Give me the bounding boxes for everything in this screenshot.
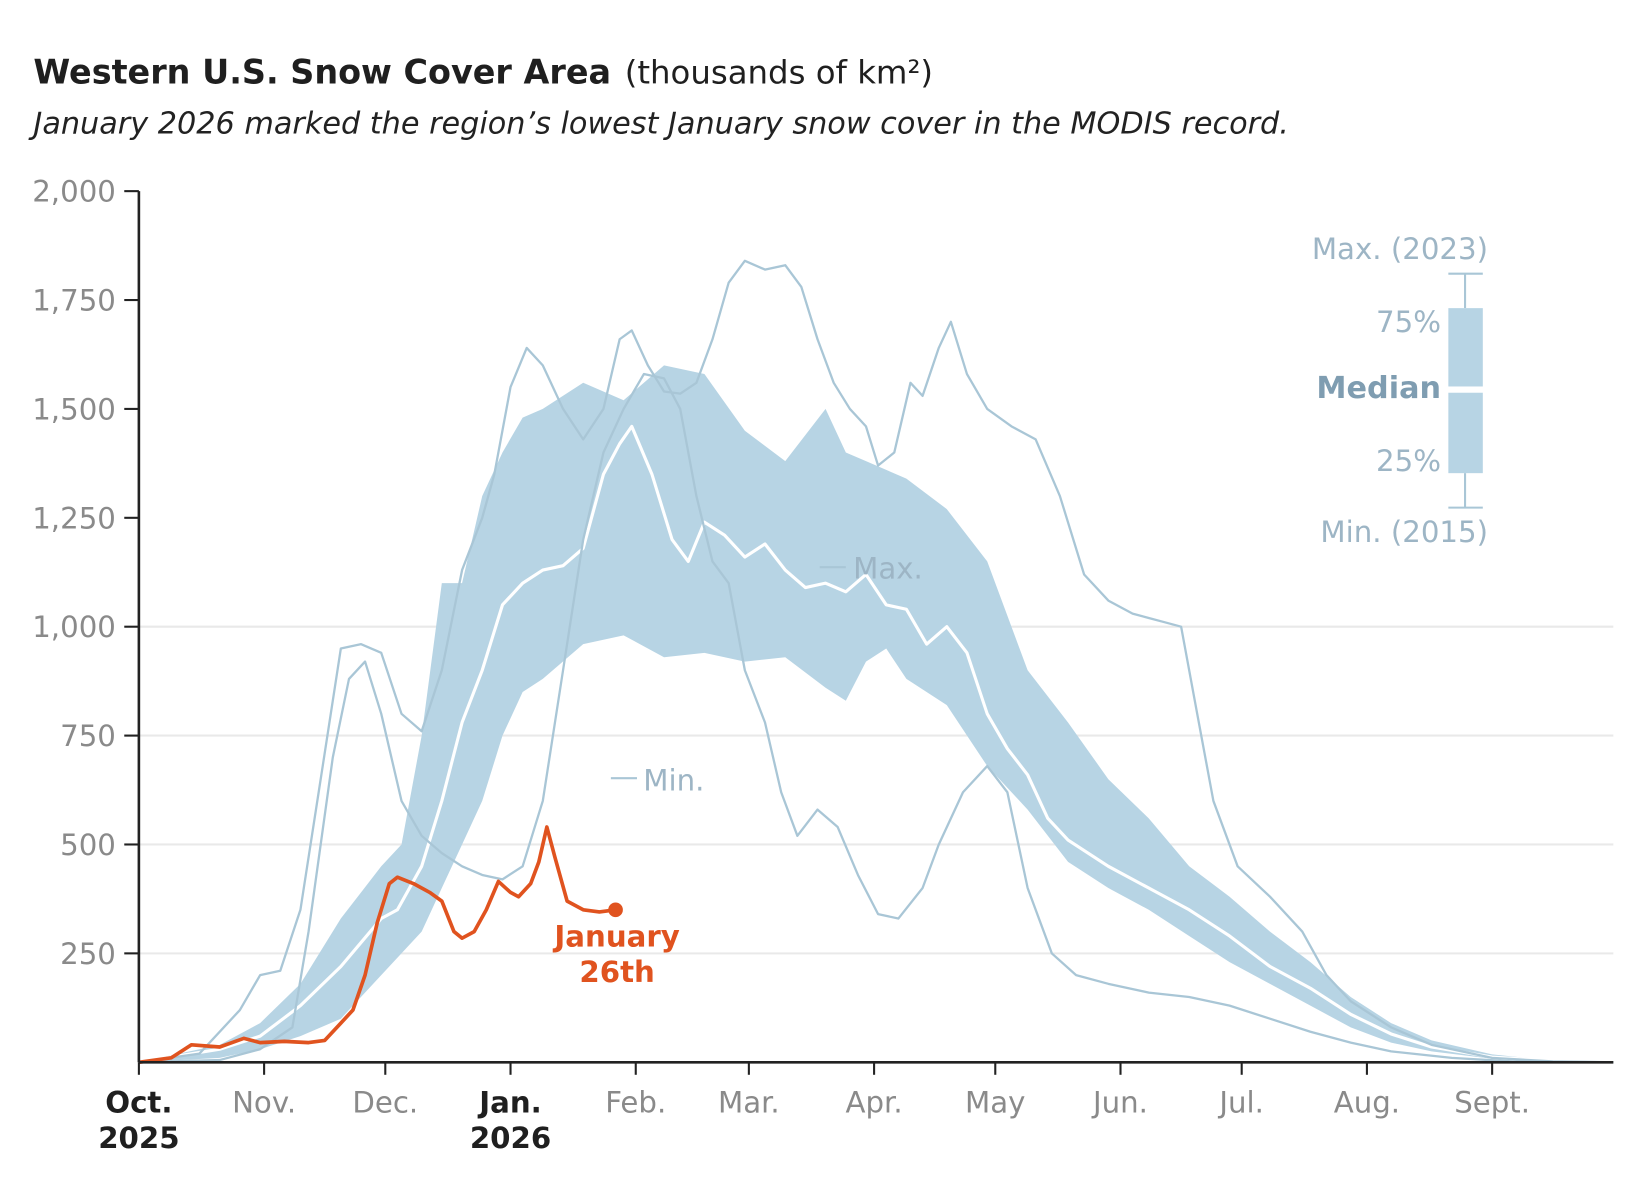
y-tick-label: 250 — [60, 937, 116, 971]
legend-p75: 75% — [1376, 305, 1441, 339]
x-tick-label: Dec. — [352, 1085, 418, 1119]
current-endpoint-marker — [608, 902, 623, 918]
annotation-min: Min. — [610, 764, 704, 798]
x-tick-label: Jul. — [1217, 1085, 1264, 1119]
x-tick-label: Mar. — [718, 1085, 780, 1119]
x-tick-year-label: 2026 — [470, 1121, 551, 1155]
legend: Max. (2023) 75% Median 25% Min. (2015) — [1312, 232, 1488, 549]
y-tick-label: 1,500 — [32, 392, 116, 426]
series-line-median — [138, 424, 1614, 1064]
chart-subtitle: January 2026 marked the region’s lowest … — [28, 107, 1288, 142]
endpoint-label-line1: January — [552, 919, 679, 953]
title-units: (thousands of km²) — [625, 54, 933, 92]
annotation-max: Max. — [819, 552, 923, 586]
title-main: Western U.S. Snow Cover Area — [33, 53, 611, 92]
y-tick-label: 500 — [60, 828, 116, 862]
y-tick-label: 1,750 — [32, 283, 116, 317]
plot-area — [138, 259, 1614, 1065]
interquartile-band — [138, 365, 1614, 1063]
axes: 2505007501,0001,2501,5001,7502,000Oct.20… — [32, 175, 1614, 1155]
endpoint-label-line2: 26th — [579, 955, 654, 989]
x-tick-label: Jan. — [477, 1085, 542, 1119]
legend-p25: 25% — [1376, 444, 1441, 478]
legend-median: Median — [1316, 371, 1441, 406]
y-tick-label: 2,000 — [32, 175, 116, 209]
x-tick-label: Jun. — [1091, 1085, 1148, 1119]
y-tick-label: 750 — [60, 719, 116, 753]
min-label: Min. — [643, 764, 704, 798]
series-line-max — [138, 259, 1614, 1064]
series-line-current — [138, 825, 616, 1065]
x-tick-label: Oct. — [105, 1085, 172, 1119]
legend-max: Max. (2023) — [1312, 232, 1488, 266]
legend-box-lower — [1448, 392, 1483, 474]
max-label: Max. — [853, 552, 923, 586]
y-tick-label: 1,000 — [32, 610, 116, 644]
legend-min: Min. (2015) — [1320, 515, 1488, 549]
x-tick-label: May — [965, 1085, 1025, 1119]
x-tick-label: Feb. — [605, 1085, 666, 1119]
legend-box-upper — [1448, 308, 1483, 387]
x-tick-year-label: 2025 — [98, 1121, 179, 1155]
series-line-min — [138, 372, 1614, 1064]
chart-title: Western U.S. Snow Cover Area (thousands … — [33, 53, 933, 92]
x-tick-label: Apr. — [845, 1085, 902, 1119]
x-tick-label: Nov. — [232, 1085, 296, 1119]
x-tick-label: Aug. — [1334, 1085, 1400, 1119]
y-tick-label: 1,250 — [32, 501, 116, 535]
x-tick-label: Sept. — [1454, 1085, 1530, 1119]
